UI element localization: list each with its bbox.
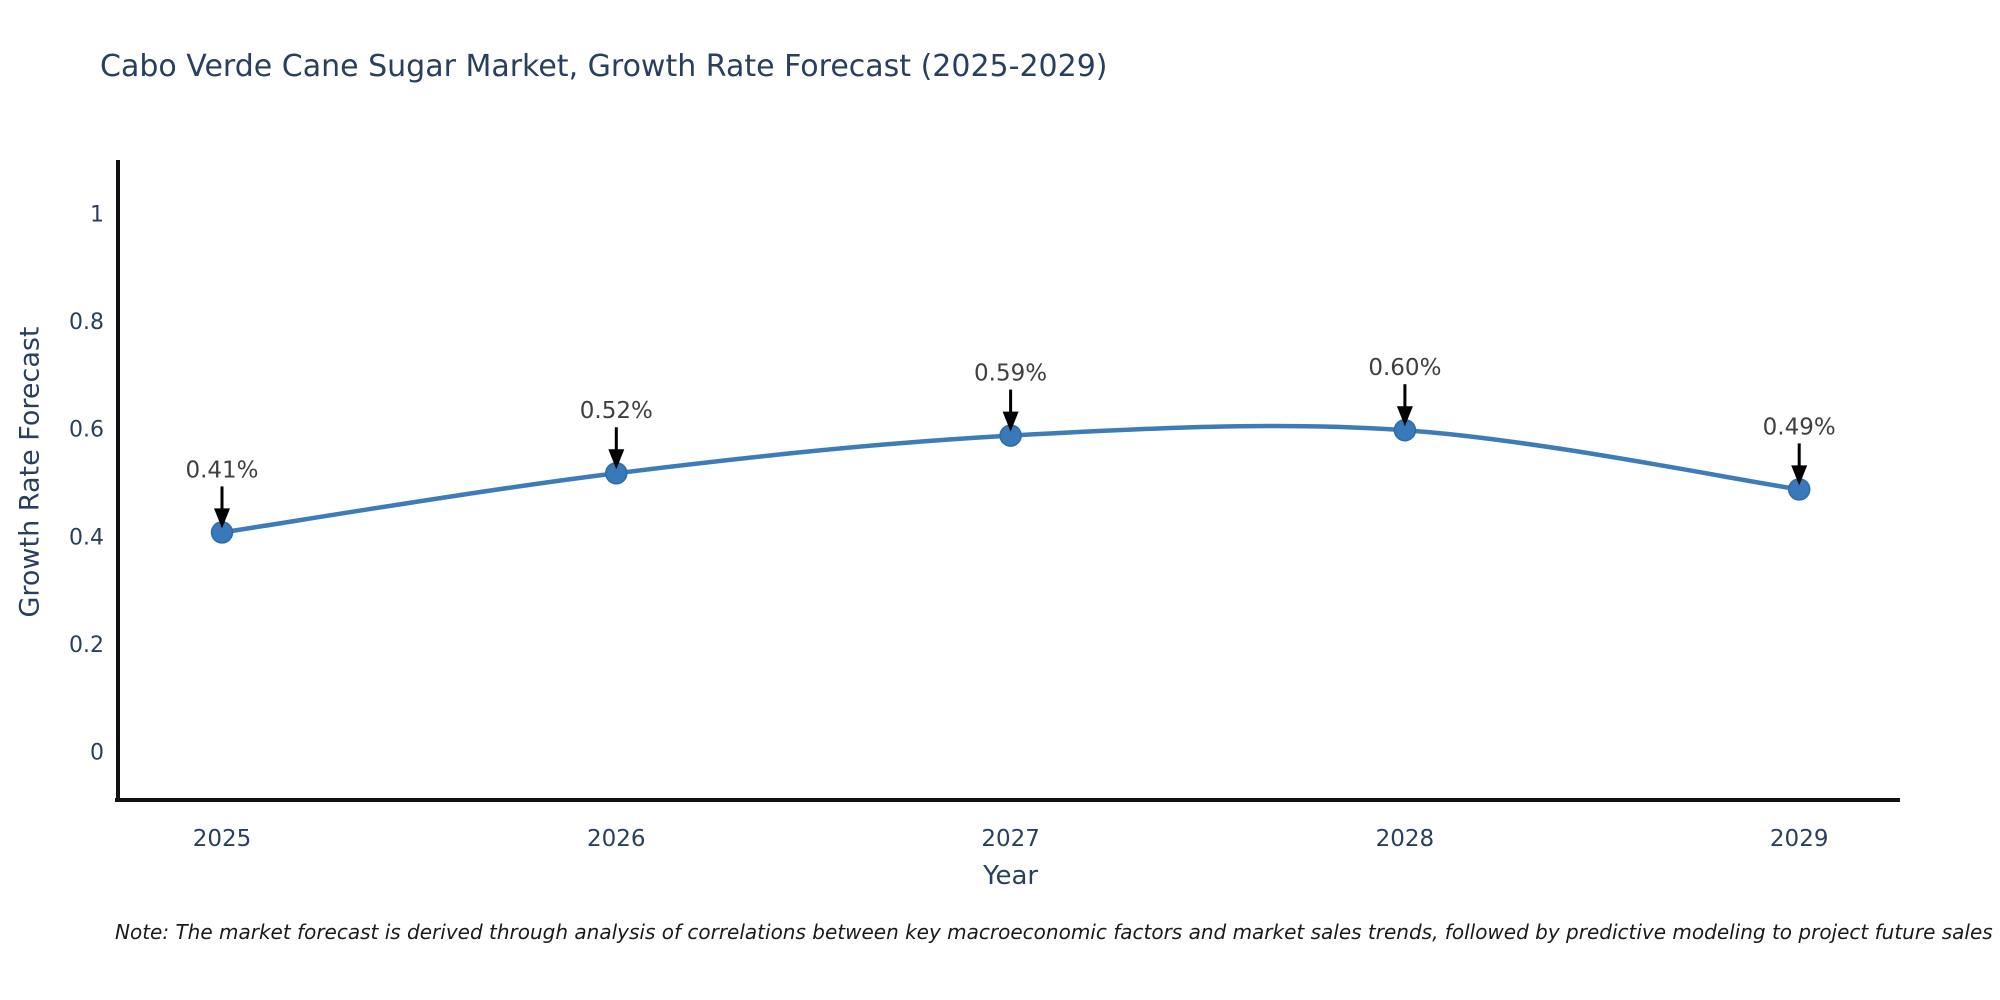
y-tick-label: 0.8 [69, 310, 104, 335]
y-axis-title: Growth Rate Forecast [15, 326, 46, 617]
x-tick-label: 2029 [1770, 826, 1829, 852]
point-value-label: 0.49% [1763, 414, 1836, 440]
x-tick-label: 2025 [193, 826, 252, 852]
y-tick-label: 1 [90, 203, 104, 228]
point-value-label: 0.60% [1368, 355, 1441, 381]
x-tick-label: 2027 [981, 826, 1040, 852]
footnote: Note: The market forecast is derived thr… [115, 920, 1993, 944]
x-tick-label: 2028 [1376, 826, 1435, 852]
y-tick-label: 0.6 [69, 418, 104, 443]
annotation-arrowhead-icon [1791, 465, 1808, 486]
annotation-arrowhead-icon [608, 449, 625, 470]
y-tick-label: 0.2 [69, 633, 104, 658]
point-value-label: 0.52% [580, 398, 653, 424]
annotation-arrowhead-icon [214, 508, 230, 529]
x-tick-label: 2026 [587, 826, 646, 852]
y-tick-label: 0 [90, 741, 104, 766]
chart-title: Cabo Verde Cane Sugar Market, Growth Rat… [100, 49, 1108, 84]
point-value-label: 0.59% [974, 361, 1047, 387]
annotation-arrowhead-icon [1002, 411, 1019, 432]
annotation-arrowhead-icon [1396, 406, 1413, 427]
x-axis-title: Year [982, 861, 1038, 891]
point-value-label: 0.41% [185, 457, 258, 483]
y-tick-label: 0.4 [69, 525, 104, 550]
